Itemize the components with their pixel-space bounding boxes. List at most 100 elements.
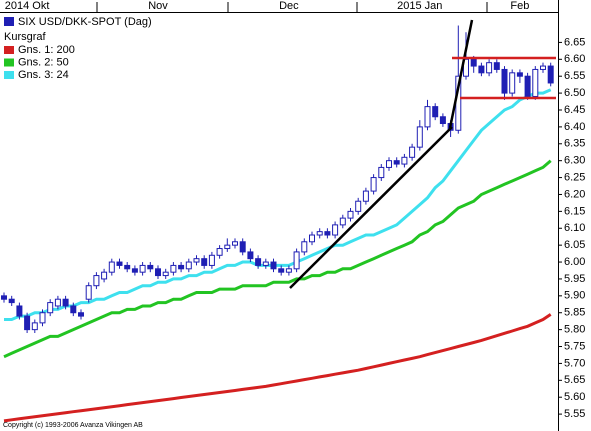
candle-body (370, 177, 377, 192)
candle-body (162, 271, 169, 277)
candle-body (347, 210, 354, 219)
y-tick-label: 6.25 (564, 171, 585, 183)
x-tick-label: Dec (279, 0, 299, 12)
candle-body (386, 160, 392, 168)
legend-swatch (4, 17, 14, 26)
y-tick-label: 5.75 (564, 340, 585, 352)
candle-body (139, 264, 146, 273)
candle-body (239, 241, 246, 253)
candle-body (378, 166, 385, 179)
y-tick-label: 6.40 (564, 121, 585, 133)
x-tick-label: 2015 Jan (397, 0, 442, 12)
candle-body (155, 268, 161, 277)
candle-body (262, 261, 269, 266)
x-tick-label: Feb (510, 0, 529, 12)
y-tick-label: 5.90 (564, 290, 585, 302)
candle-body (355, 200, 362, 212)
candle-body (54, 298, 61, 307)
candle-body (324, 231, 331, 236)
candle-body (501, 68, 508, 94)
candle-body (301, 241, 308, 253)
x-tick-label: 2014 Okt (5, 0, 50, 12)
candle-body (131, 268, 138, 273)
y-tick-label: 5.60 (564, 391, 585, 403)
candle-body (540, 65, 546, 70)
y-tick-label: 5.65 (564, 374, 585, 386)
y-tick-label: 6.05 (564, 239, 585, 251)
candle-body (309, 234, 315, 243)
y-tick-label: 6.50 (564, 87, 585, 99)
candle-body (516, 72, 523, 77)
candle-body (493, 62, 500, 70)
trend-line (289, 126, 453, 289)
candle-body (78, 312, 84, 317)
legend-label: Gns. 2: 50 (18, 56, 69, 68)
candle-body (93, 275, 100, 287)
candle-body (185, 261, 192, 270)
copyright: Copyright (c) 1993-2006 Avanza Vikingen … (3, 422, 143, 429)
legend-label: Gns. 3: 24 (18, 69, 69, 81)
candle-body (362, 190, 369, 202)
trend-line (448, 19, 474, 129)
y-tick-label: 6.60 (564, 53, 585, 65)
candle-body (509, 72, 516, 94)
candle-body (193, 258, 200, 263)
candle-body (524, 75, 531, 97)
candle-body (116, 261, 123, 266)
candle-body (270, 261, 277, 270)
candle-body (108, 261, 115, 273)
y-tick-label: 6.35 (564, 138, 585, 150)
candle-body (216, 248, 223, 256)
moving-average-line (3, 159, 552, 359)
candle-body (39, 312, 46, 324)
candle-body (1, 295, 7, 300)
candle-body (224, 244, 231, 250)
candle-body (255, 258, 262, 266)
candle-body (232, 241, 238, 246)
candle-body (478, 65, 485, 74)
candle-body (247, 251, 254, 260)
candle-body (101, 271, 108, 280)
y-tick-label: 5.85 (564, 307, 585, 319)
moving-average-line (3, 313, 552, 423)
candle-body (24, 315, 31, 331)
y-tick-label: 6.10 (564, 222, 585, 234)
candle-body (124, 264, 131, 270)
y-tick-label: 5.55 (564, 408, 585, 420)
candle-body (439, 116, 446, 125)
y-tick-label: 5.80 (564, 324, 585, 336)
candle-body (486, 62, 493, 74)
candle-body (401, 156, 408, 165)
legend-swatch (4, 71, 14, 79)
candle-body (432, 106, 439, 118)
candle-body (85, 285, 92, 300)
candle-body (293, 251, 300, 270)
legend: SIX USD/DKK-SPOT (Dag) Kursgraf Gns. 1: … (4, 16, 152, 81)
candle-body (393, 160, 400, 165)
candle-body (409, 146, 416, 158)
legend-label: Gns. 1: 200 (18, 44, 75, 56)
y-tick-label: 6.00 (564, 256, 585, 268)
plot-area (1, 25, 554, 423)
y-tick-label: 5.70 (564, 357, 585, 369)
chart-title: SIX USD/DKK-SPOT (Dag) (18, 16, 152, 28)
candle-body (339, 217, 346, 226)
candle-body (470, 58, 477, 67)
candle-body (316, 231, 323, 236)
candle-body (547, 65, 554, 84)
y-tick-label: 6.20 (564, 188, 585, 200)
candle-body (47, 302, 54, 314)
candle-body (201, 258, 208, 266)
candle-body (62, 298, 69, 307)
candle-body (532, 68, 539, 97)
candle-body (178, 264, 185, 270)
candle-body (170, 264, 177, 273)
candle-body (208, 254, 215, 266)
legend-swatch (4, 46, 14, 54)
y-tick-label: 6.30 (564, 155, 585, 167)
candle-body (416, 126, 423, 148)
candle-body (31, 322, 38, 331)
moving-average-line (4, 88, 552, 321)
legend-swatch (4, 58, 14, 67)
